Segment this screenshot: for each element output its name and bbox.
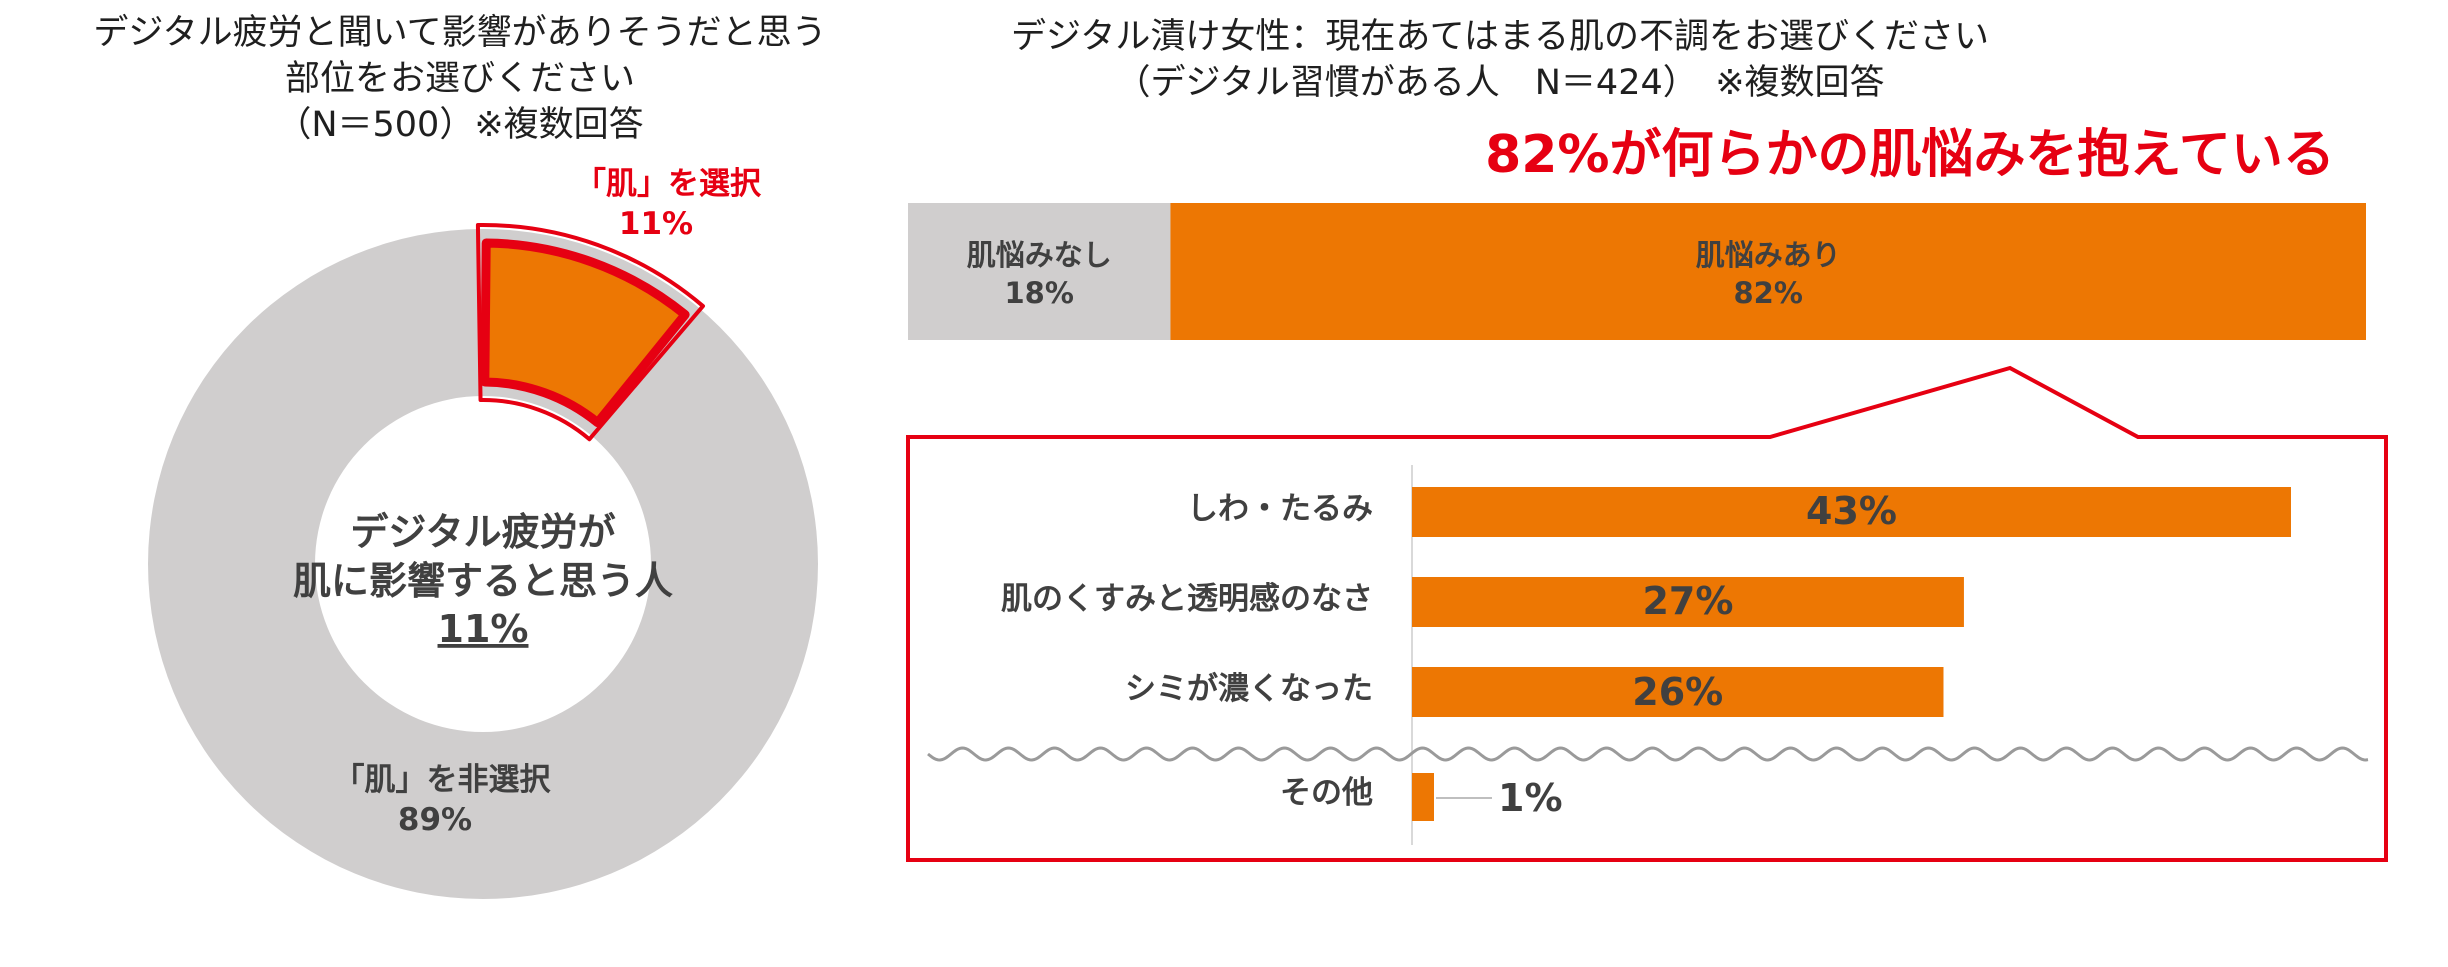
donut-chart bbox=[148, 223, 818, 899]
bar-spots bbox=[1412, 667, 1944, 717]
stack-yes-value: 82% bbox=[1734, 276, 1803, 310]
bar-label-spots: シミが濃くなった bbox=[1125, 671, 1373, 707]
callout-box bbox=[906, 365, 2388, 862]
stack-segment-yes bbox=[1170, 203, 2366, 340]
left-title-line-2: 部位をお選びください bbox=[284, 59, 635, 99]
selected-label: 「肌」を選択 bbox=[575, 166, 762, 202]
right-chart-title: デジタル漬け女性：現在あてはまる肌の不調をお選びください （デジタル習慣がある人… bbox=[1000, 14, 2000, 106]
stack-no-label: 肌悩みなし bbox=[967, 238, 1112, 272]
highlight-text: 82%が何らかの肌悩みを抱えている bbox=[1485, 125, 2335, 185]
bar-label-wrinkles: しわ・たるみ bbox=[1187, 491, 1373, 527]
left-title-line-1: デジタル疲労と聞いて影響がありそうだと思う bbox=[93, 13, 827, 53]
bar-value-other: 1% bbox=[1498, 776, 1563, 820]
bar-label-other: その他 bbox=[1280, 775, 1373, 811]
bar-value-spots: 26% bbox=[1632, 670, 1723, 714]
donut-center-line-1: デジタル疲労が bbox=[350, 510, 615, 554]
left-chart-title: デジタル疲労と聞いて影響がありそうだと思う 部位をお選びください （N＝500）… bbox=[60, 10, 860, 148]
selected-value: 11% bbox=[619, 206, 693, 242]
stack-yes-label: 肌悩みあり bbox=[1696, 238, 1841, 272]
bar-label-dullness: 肌のくすみと透明感のなさ bbox=[1001, 581, 1373, 617]
bar-value-dullness: 27% bbox=[1642, 579, 1733, 623]
bar-dullness bbox=[1412, 577, 1964, 627]
donut-center-line-2: 肌に影響すると思う人 bbox=[293, 559, 673, 603]
donut-slice-selected-outline bbox=[475, 223, 705, 442]
stacked-bar bbox=[908, 203, 2366, 340]
unselected-label: 「肌」を非選択 bbox=[334, 762, 552, 798]
axis-break-wave bbox=[927, 746, 2369, 762]
bar-other bbox=[1412, 773, 1434, 821]
skin-issue-bars bbox=[1412, 487, 2291, 821]
donut-slice-selected bbox=[480, 238, 690, 428]
stack-segment-no bbox=[908, 203, 1171, 340]
right-title-line-2: （デジタル習慣がある人 N＝424） ※複数回答 bbox=[1115, 63, 1885, 103]
stack-no-value: 18% bbox=[1005, 276, 1074, 310]
donut-center-value: 11% bbox=[438, 607, 529, 651]
bar-wrinkles bbox=[1412, 487, 2291, 537]
left-title-line-3: （N＝500）※複数回答 bbox=[276, 105, 644, 145]
right-title-line-1: デジタル漬け女性：現在あてはまる肌の不調をお選びください bbox=[1011, 17, 1989, 57]
bar-value-wrinkles: 43% bbox=[1806, 489, 1897, 533]
donut-slice-unselected bbox=[148, 229, 818, 899]
unselected-value: 89% bbox=[398, 802, 472, 838]
